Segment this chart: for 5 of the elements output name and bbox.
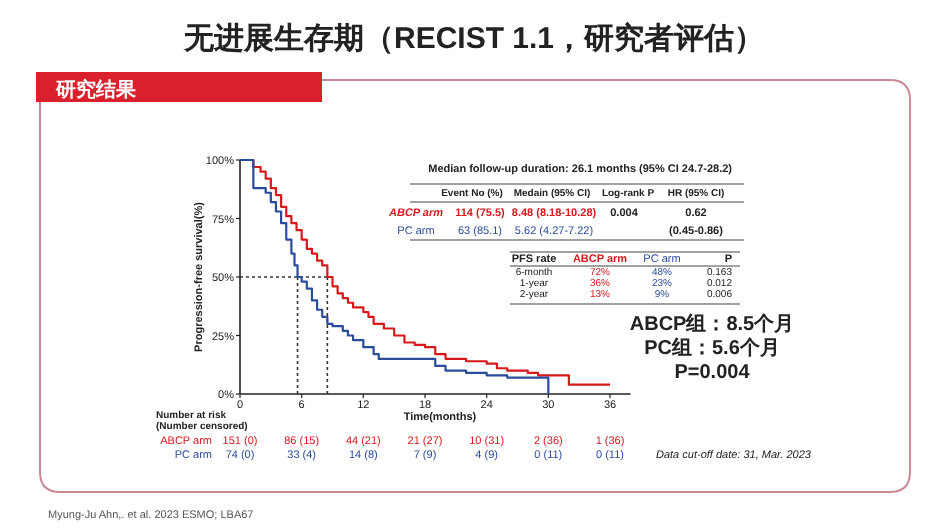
chart-title: 无进展生存期（RECIST 1.1，研究者评估） [181,20,765,56]
text: PC组：5.6个月 [644,336,780,360]
text: 研究结果 [54,78,138,102]
annotation: ABCP组：8.5个月 [629,312,795,336]
text: P=0.004 [674,362,751,384]
